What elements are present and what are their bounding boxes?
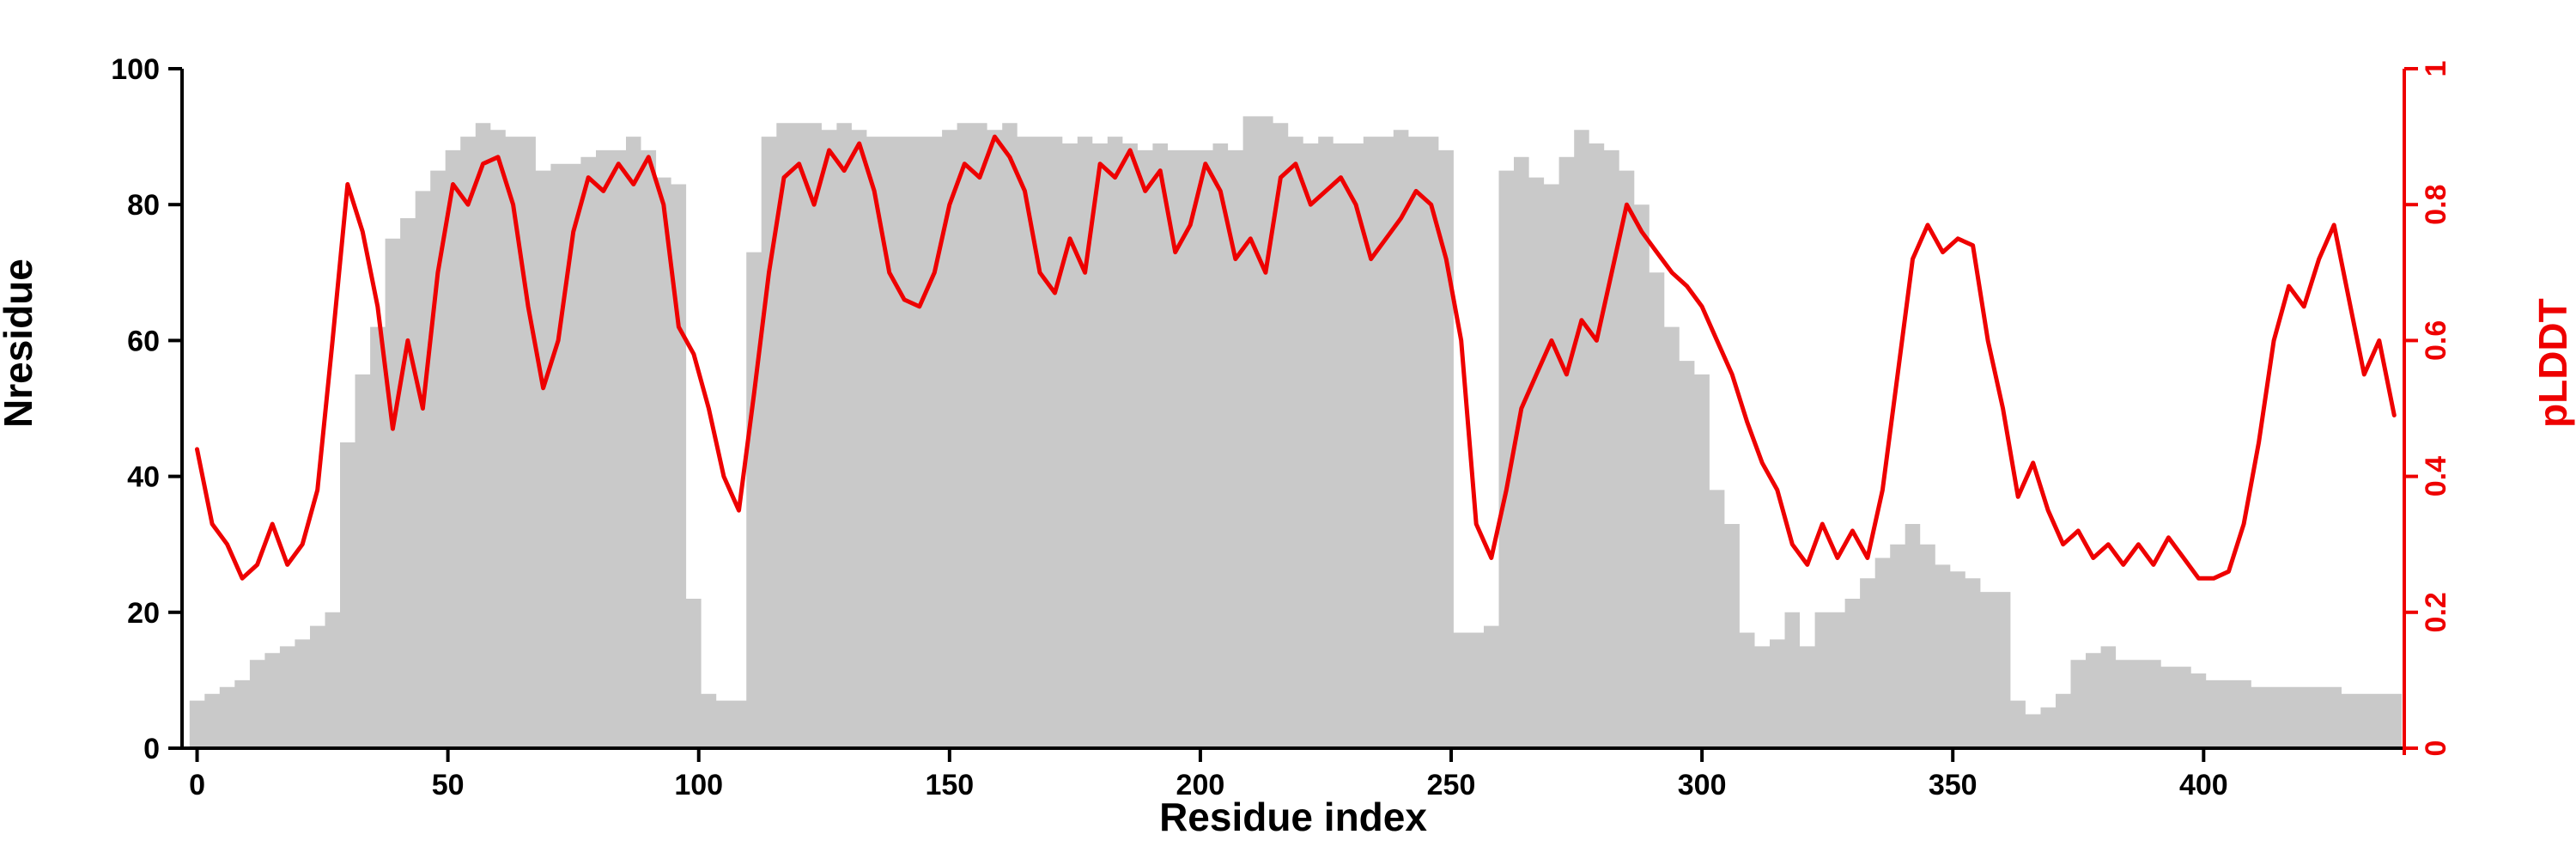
svg-text:0: 0 <box>189 769 205 801</box>
svg-text:20: 20 <box>127 597 160 630</box>
nresidue-bars-series <box>189 116 2403 748</box>
left-axis-title: Nresidue <box>0 259 41 428</box>
axes <box>180 69 2406 755</box>
svg-text:0: 0 <box>2420 740 2452 757</box>
left-axis-title-text: Nresidue <box>0 259 40 428</box>
svg-text:100: 100 <box>111 53 160 86</box>
svg-text:0.4: 0.4 <box>2420 456 2452 497</box>
svg-text:150: 150 <box>925 769 974 801</box>
x-axis-title: Residue index <box>1159 794 1427 840</box>
svg-text:400: 400 <box>2179 769 2228 801</box>
x-axis-title-text: Residue index <box>1159 795 1427 839</box>
svg-text:0.8: 0.8 <box>2420 185 2452 225</box>
svg-text:0.6: 0.6 <box>2420 320 2452 361</box>
svg-text:300: 300 <box>1678 769 1727 801</box>
y-axis-left-ticks: 0 20 40 60 80 100 <box>111 53 182 765</box>
svg-text:60: 60 <box>127 325 160 357</box>
y-axis-right-ticks: 0 0.2 0.4 0.6 0.8 1 <box>2404 61 2452 757</box>
svg-text:40: 40 <box>127 461 160 494</box>
svg-text:200: 200 <box>1176 769 1225 801</box>
svg-text:1: 1 <box>2420 61 2452 77</box>
right-axis-title: pLDDT <box>2530 298 2576 428</box>
svg-text:350: 350 <box>1929 769 1978 801</box>
svg-text:100: 100 <box>674 769 723 801</box>
plddt-line-series <box>195 134 2397 581</box>
svg-text:0: 0 <box>143 733 160 765</box>
svg-text:0.2: 0.2 <box>2420 592 2452 632</box>
svg-text:50: 50 <box>432 769 465 801</box>
svg-text:250: 250 <box>1427 769 1476 801</box>
x-axis-ticks: 0 50 100 150 200 250 300 350 400 <box>189 748 2228 801</box>
right-axis-title-text: pLDDT <box>2530 298 2575 428</box>
svg-text:80: 80 <box>127 189 160 222</box>
